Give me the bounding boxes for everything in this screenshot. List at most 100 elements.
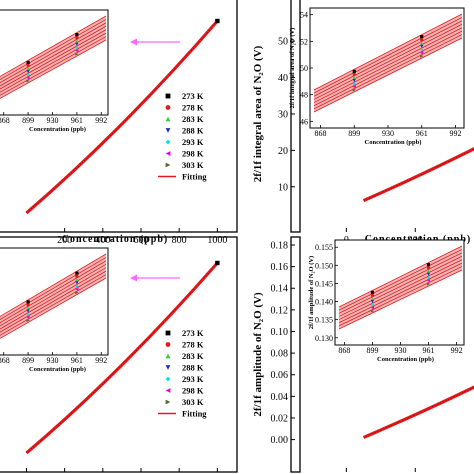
inset: 868 899 930 961 992 Concentration (ppb) 0.130 0… xyxy=(308,239,465,363)
inset-fit-line xyxy=(0,15,107,77)
inset-x-tick-label: 930 xyxy=(47,356,59,365)
inset-data-point xyxy=(426,262,431,267)
inset-y-tick-label: 0.130 xyxy=(315,334,333,343)
inset-fit-line xyxy=(0,22,107,84)
panel-bottom-right: 0200Concentration (ppb)0.000.020.040.060… xyxy=(252,236,474,473)
inset-y-tick-label: 50 xyxy=(300,64,308,73)
inset-data-point xyxy=(370,309,375,313)
inset-data-point xyxy=(26,70,30,74)
inset-fit-line xyxy=(0,39,107,99)
inset-data-point xyxy=(75,284,79,288)
pointer-arrow-head xyxy=(130,274,137,282)
inset-data-point xyxy=(26,315,30,319)
inset-fit-line xyxy=(313,23,463,100)
inset-fit-line xyxy=(0,257,107,321)
inset-data-point xyxy=(352,78,356,83)
legend-label: 303 K xyxy=(182,160,204,170)
inset-y-tick-label: 52 xyxy=(300,37,308,46)
inset-data-point xyxy=(352,69,356,73)
inset-fit-line xyxy=(0,274,107,336)
inset-data-point xyxy=(26,318,30,323)
y-tick-label: 40 xyxy=(278,73,288,84)
inset-data-point xyxy=(370,300,375,304)
y-tick-label: 0.08 xyxy=(271,349,289,360)
inset-data-point xyxy=(75,290,79,295)
inset-fit-line xyxy=(338,266,463,327)
inset-x-tick-label: 868 xyxy=(0,116,10,125)
legend-label: 288 K xyxy=(182,363,204,373)
inset-data-point xyxy=(75,52,79,56)
legend-marker xyxy=(165,139,171,145)
inset-data-point xyxy=(26,312,30,316)
legend-label: Fitting xyxy=(182,409,207,419)
inset-x-tick-label: 961 xyxy=(71,356,83,365)
inset-x-tick-label: 930 xyxy=(47,116,59,125)
inset-data-point xyxy=(370,290,375,295)
inset-data-point xyxy=(26,63,30,68)
legend-label: 293 K xyxy=(182,137,204,147)
inset-x-tick-label: 899 xyxy=(22,116,34,125)
inset-data-point xyxy=(420,38,424,42)
y-tick-label: 30 xyxy=(278,109,288,120)
legend-marker xyxy=(165,330,171,336)
legend-label: 283 K xyxy=(182,114,204,124)
inset-fit-line xyxy=(313,27,463,103)
legend-marker xyxy=(165,93,171,99)
inset-y-tick-label: 54 xyxy=(300,11,308,20)
inset-data-point xyxy=(75,36,79,40)
inset-x-tick-label: 868 xyxy=(0,356,10,365)
legend-label: 273 K xyxy=(182,328,204,338)
inset-data-point xyxy=(26,66,30,71)
inset-x-tick-label: 930 xyxy=(395,346,407,355)
y-tick-label: 0.02 xyxy=(271,413,289,424)
inset-fit-line xyxy=(338,245,463,308)
inset-data-point xyxy=(420,54,424,58)
inset-x-tick-label: 868 xyxy=(315,129,327,138)
data-points-line xyxy=(26,262,218,454)
inset-x-tick-label: 961 xyxy=(416,129,428,138)
inset-data-point xyxy=(75,49,79,53)
inset-x-tick-label: 992 xyxy=(451,346,463,355)
inset-y-tick-label: 0.145 xyxy=(315,279,333,288)
y-tick-label: 0.06 xyxy=(271,370,289,381)
inset-x-tick-label: 961 xyxy=(423,346,435,355)
inset-fit-line xyxy=(338,262,463,324)
inset-data-point xyxy=(352,85,356,89)
inset-data-point xyxy=(370,306,375,310)
inset-y-tick-label: 0.135 xyxy=(315,316,333,325)
inset-data-point xyxy=(370,293,375,298)
inset-data-point xyxy=(426,279,431,283)
inset-fit-line xyxy=(313,30,463,107)
data-point xyxy=(215,260,220,266)
inset-x-tick-label: 899 xyxy=(366,346,378,355)
plot-frame xyxy=(0,0,238,233)
inset-data-point xyxy=(426,272,431,276)
inset-fit-line xyxy=(0,29,107,90)
y-tick-label: 0.16 xyxy=(271,262,289,273)
inset-data-point xyxy=(420,48,424,52)
inset-data-point xyxy=(75,287,79,291)
plot-frame xyxy=(290,236,301,473)
inset-x-tick-label: 930 xyxy=(382,129,394,138)
data-points-line xyxy=(363,148,474,201)
inset-fit-line xyxy=(338,249,463,311)
legend-marker xyxy=(165,365,171,370)
data-points-line xyxy=(26,20,218,214)
legend-label: 278 K xyxy=(182,340,204,350)
inset-x-axis-label: Concentration (ppb) xyxy=(365,139,422,146)
x-tick-label: 1000 xyxy=(207,235,227,246)
inset-y-tick-label: 0.155 xyxy=(315,243,333,252)
fitting-line xyxy=(362,385,474,439)
legend-label: Fitting xyxy=(182,172,207,182)
inset-data-point xyxy=(420,41,424,45)
inset-data-point xyxy=(352,88,356,92)
legend-marker xyxy=(165,376,171,382)
inset-fit-line xyxy=(0,36,107,96)
y-tick-label: 0.04 xyxy=(271,392,289,403)
inset-data-point xyxy=(370,303,375,307)
legend-label: 298 K xyxy=(182,149,204,159)
inset-x-tick-label: 992 xyxy=(95,356,107,365)
